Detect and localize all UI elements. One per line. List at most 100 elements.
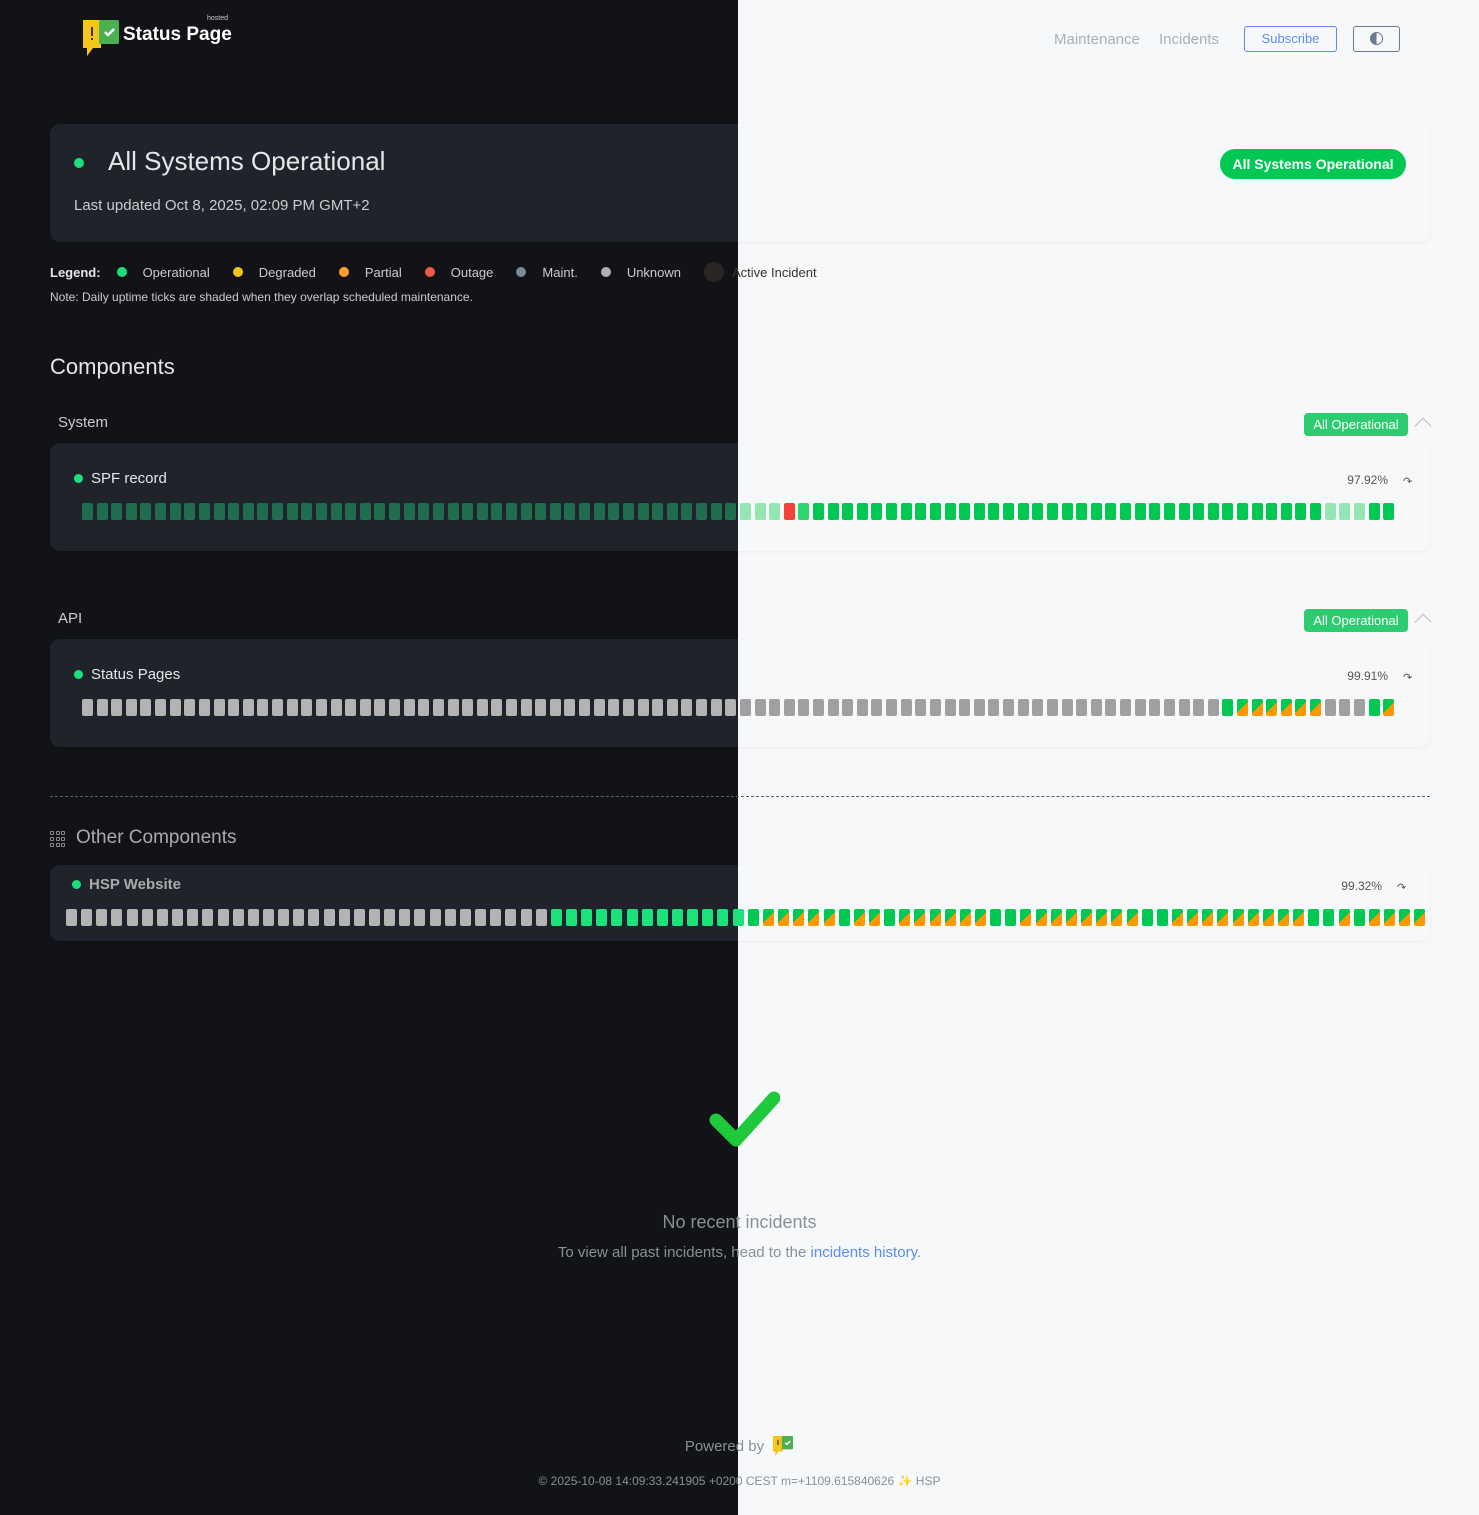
uptime-tick-operational-shaded-maintenance[interactable]: [1353, 503, 1365, 520]
uptime-tick-unknown[interactable]: [184, 699, 196, 716]
uptime-tick-partial[interactable]: [914, 909, 926, 926]
uptime-tick-operational-shaded-maintenance[interactable]: [491, 503, 503, 520]
uptime-tick-operational-shaded-maintenance[interactable]: [549, 503, 561, 520]
uptime-tick-operational[interactable]: [1134, 503, 1146, 520]
uptime-tick-operational-shaded-maintenance[interactable]: [374, 503, 386, 520]
uptime-tick-operational[interactable]: [1163, 503, 1175, 520]
uptime-tick-operational[interactable]: [641, 909, 653, 926]
uptime-tick-partial[interactable]: [1295, 699, 1307, 716]
uptime-tick-operational[interactable]: [838, 909, 850, 926]
uptime-tick-operational-shaded-maintenance[interactable]: [622, 503, 634, 520]
uptime-tick-operational-shaded-maintenance[interactable]: [652, 503, 664, 520]
uptime-tick-unknown[interactable]: [973, 699, 985, 716]
uptime-tick-operational[interactable]: [702, 909, 714, 926]
uptime-tick-operational[interactable]: [798, 503, 810, 520]
uptime-tick-partial[interactable]: [1338, 909, 1350, 926]
uptime-tick-operational[interactable]: [611, 909, 623, 926]
uptime-tick-outage[interactable]: [783, 503, 795, 520]
uptime-tick-unknown[interactable]: [1163, 699, 1175, 716]
uptime-tick-partial[interactable]: [1187, 909, 1199, 926]
uptime-tick-unknown[interactable]: [564, 699, 576, 716]
nav-maintenance[interactable]: Maintenance: [1054, 31, 1140, 48]
uptime-tick-operational-shaded-maintenance[interactable]: [710, 503, 722, 520]
uptime-tick-partial[interactable]: [1065, 909, 1077, 926]
uptime-tick-unknown[interactable]: [535, 699, 547, 716]
uptime-tick-operational-shaded-maintenance[interactable]: [696, 503, 708, 520]
uptime-tick-operational[interactable]: [1308, 909, 1320, 926]
uptime-tick-operational[interactable]: [1222, 699, 1234, 716]
uptime-tick-unknown[interactable]: [1149, 699, 1161, 716]
uptime-tick-unknown[interactable]: [111, 909, 123, 926]
uptime-tick-operational-shaded-maintenance[interactable]: [476, 503, 488, 520]
uptime-tick-unknown[interactable]: [1339, 699, 1351, 716]
uptime-tick-operational-shaded-maintenance[interactable]: [111, 503, 123, 520]
uptime-tick-operational-shaded-maintenance[interactable]: [125, 503, 137, 520]
uptime-tick-operational[interactable]: [1295, 503, 1307, 520]
uptime-tick-operational[interactable]: [842, 503, 854, 520]
uptime-tick-operational-shaded-maintenance[interactable]: [593, 503, 605, 520]
uptime-tick-unknown[interactable]: [140, 699, 152, 716]
uptime-tick-operational[interactable]: [1383, 503, 1395, 520]
uptime-tick-operational-shaded-maintenance[interactable]: [228, 503, 240, 520]
uptime-tick-operational-shaded-maintenance[interactable]: [82, 503, 93, 520]
uptime-tick-operational-shaded-maintenance[interactable]: [505, 503, 517, 520]
theme-toggle-button[interactable]: [1353, 26, 1400, 52]
uptime-tick-unknown[interactable]: [637, 699, 649, 716]
uptime-tick-operational[interactable]: [884, 909, 896, 926]
uptime-tick-unknown[interactable]: [666, 699, 678, 716]
uptime-tick-partial[interactable]: [1171, 909, 1183, 926]
uptime-tick-unknown[interactable]: [172, 909, 184, 926]
uptime-tick-operational-shaded-maintenance[interactable]: [155, 503, 167, 520]
uptime-tick-partial[interactable]: [868, 909, 880, 926]
uptime-tick-operational[interactable]: [1222, 503, 1234, 520]
uptime-tick-unknown[interactable]: [272, 699, 284, 716]
uptime-tick-operational-shaded-maintenance[interactable]: [725, 503, 737, 520]
uptime-tick-operational-shaded-maintenance[interactable]: [579, 503, 591, 520]
uptime-tick-unknown[interactable]: [476, 699, 488, 716]
uptime-tick-unknown[interactable]: [262, 909, 274, 926]
uptime-tick-operational[interactable]: [1368, 503, 1380, 520]
uptime-tick-operational[interactable]: [1141, 909, 1153, 926]
uptime-tick-operational-shaded-maintenance[interactable]: [403, 503, 415, 520]
nav-incidents[interactable]: Incidents: [1159, 31, 1220, 48]
uptime-tick-partial[interactable]: [929, 909, 941, 926]
uptime-tick-operational-shaded-maintenance[interactable]: [301, 503, 313, 520]
uptime-tick-unknown[interactable]: [278, 909, 290, 926]
uptime-tick-operational-shaded-maintenance[interactable]: [1324, 503, 1336, 520]
uptime-tick-unknown[interactable]: [1061, 699, 1073, 716]
uptime-tick-operational-shaded-maintenance[interactable]: [96, 503, 108, 520]
uptime-tick-operational[interactable]: [886, 503, 898, 520]
uptime-tick-operational[interactable]: [1178, 503, 1190, 520]
uptime-tick-operational-shaded-maintenance[interactable]: [432, 503, 444, 520]
uptime-tick-unknown[interactable]: [505, 699, 517, 716]
uptime-tick-unknown[interactable]: [739, 699, 751, 716]
uptime-tick-unknown[interactable]: [491, 699, 503, 716]
uptime-tick-unknown[interactable]: [81, 909, 93, 926]
uptime-tick-operational[interactable]: [1017, 503, 1029, 520]
chevron-up-icon[interactable]: [1414, 613, 1432, 631]
uptime-tick-operational[interactable]: [656, 909, 668, 926]
uptime-tick-unknown[interactable]: [444, 909, 456, 926]
uptime-tick-operational-shaded-maintenance[interactable]: [315, 503, 327, 520]
uptime-tick-operational[interactable]: [959, 503, 971, 520]
uptime-tick-operational-shaded-maintenance[interactable]: [462, 503, 474, 520]
uptime-tick-unknown[interactable]: [1017, 699, 1029, 716]
uptime-tick-partial[interactable]: [1217, 909, 1229, 926]
uptime-tick-operational[interactable]: [871, 503, 883, 520]
uptime-tick-unknown[interactable]: [247, 909, 259, 926]
uptime-tick-unknown[interactable]: [1076, 699, 1088, 716]
uptime-tick-unknown[interactable]: [871, 699, 883, 716]
uptime-tick-partial[interactable]: [1383, 699, 1395, 716]
uptime-tick-unknown[interactable]: [813, 699, 824, 716]
uptime-tick-unknown[interactable]: [213, 699, 225, 716]
uptime-tick-partial[interactable]: [1111, 909, 1123, 926]
uptime-tick-unknown[interactable]: [384, 909, 396, 926]
uptime-tick-operational[interactable]: [856, 503, 868, 520]
uptime-tick-unknown[interactable]: [1120, 699, 1132, 716]
uptime-tick-unknown[interactable]: [1178, 699, 1190, 716]
uptime-tick-partial[interactable]: [1266, 699, 1278, 716]
uptime-tick-unknown[interactable]: [301, 699, 313, 716]
chevron-up-icon[interactable]: [1414, 417, 1432, 435]
uptime-tick-operational[interactable]: [1105, 503, 1117, 520]
uptime-tick-operational-shaded-maintenance[interactable]: [257, 503, 269, 520]
